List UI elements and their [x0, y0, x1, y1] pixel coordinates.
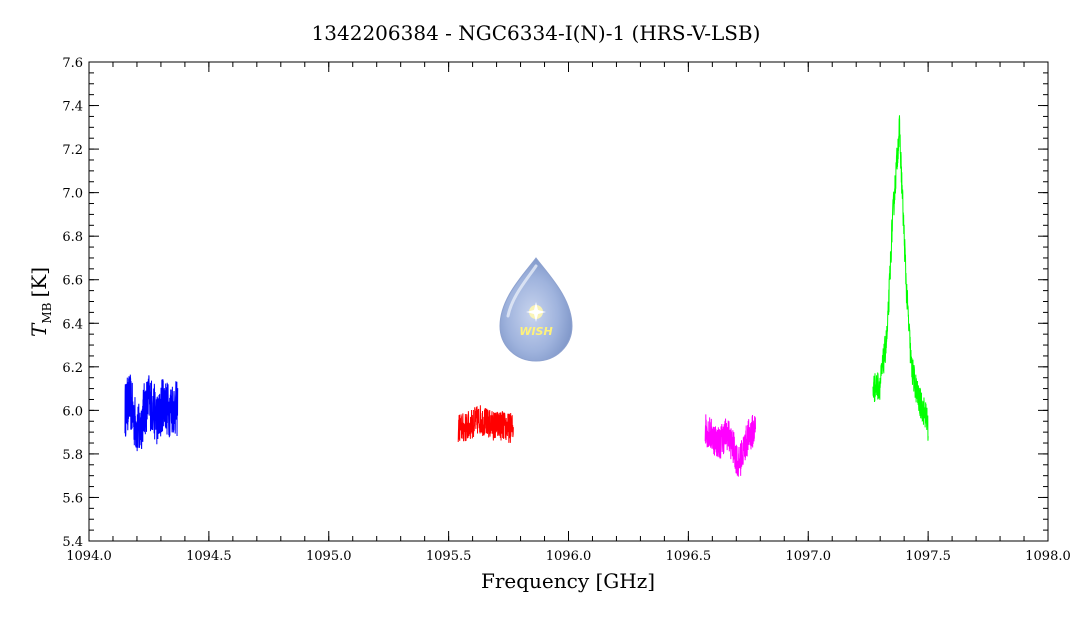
x-tick-label: 1097.0: [786, 549, 832, 564]
wish-logo-text: WISH: [519, 325, 552, 338]
y-tick-label: 7.6: [62, 56, 83, 71]
y-tick-label: 7.4: [62, 100, 83, 115]
series-line-3: [704, 414, 756, 477]
y-tick-label: 5.4: [62, 535, 83, 550]
x-tick-label: 1095.0: [306, 549, 352, 564]
x-tick-label: 1094.5: [186, 549, 232, 564]
y-tick-label: 5.8: [62, 448, 83, 463]
x-tick-label: 1095.5: [426, 549, 472, 564]
y-tick-label: 6.2: [62, 361, 83, 376]
y-tick-label: 7.0: [62, 187, 83, 202]
series-line-2: [457, 405, 514, 443]
series-line-1: [124, 374, 179, 452]
y-axis-label-symbol: T: [27, 322, 51, 337]
x-axis-label: Frequency [GHz]: [481, 569, 655, 593]
y-tick-label: 6.4: [62, 317, 83, 332]
y-tick-label: 6.0: [62, 404, 83, 419]
series-line-4: [872, 115, 929, 441]
spectrum-traces: [124, 115, 929, 477]
x-tick-label: 1096.5: [666, 549, 712, 564]
y-tick-label: 7.2: [62, 143, 83, 158]
y-tick-label: 6.8: [62, 230, 83, 245]
x-tick-label: 1098.0: [1025, 549, 1071, 564]
wish-logo: WISH: [499, 257, 573, 362]
y-tick-label: 5.6: [62, 491, 83, 506]
plot-frame: [88, 61, 1049, 542]
x-tick-label: 1094.0: [66, 549, 112, 564]
y-axis-label: TMB [K]: [27, 267, 54, 337]
plot-axes: 1094.0 1094.5 1095.0 1095.5 1096.0 1096.5 1097…: [62, 56, 1070, 564]
y-tick-label: 6.6: [62, 274, 83, 289]
x-tick-label: 1096.0: [546, 549, 592, 564]
x-tick-label: 1097.5: [905, 549, 951, 564]
chart-title: 1342206384 - NGC6334-I(N)-1 (HRS-V-LSB): [312, 21, 761, 45]
y-axis-label-unit: [K]: [27, 267, 51, 298]
y-axis-label-subscript: MB: [40, 302, 54, 323]
